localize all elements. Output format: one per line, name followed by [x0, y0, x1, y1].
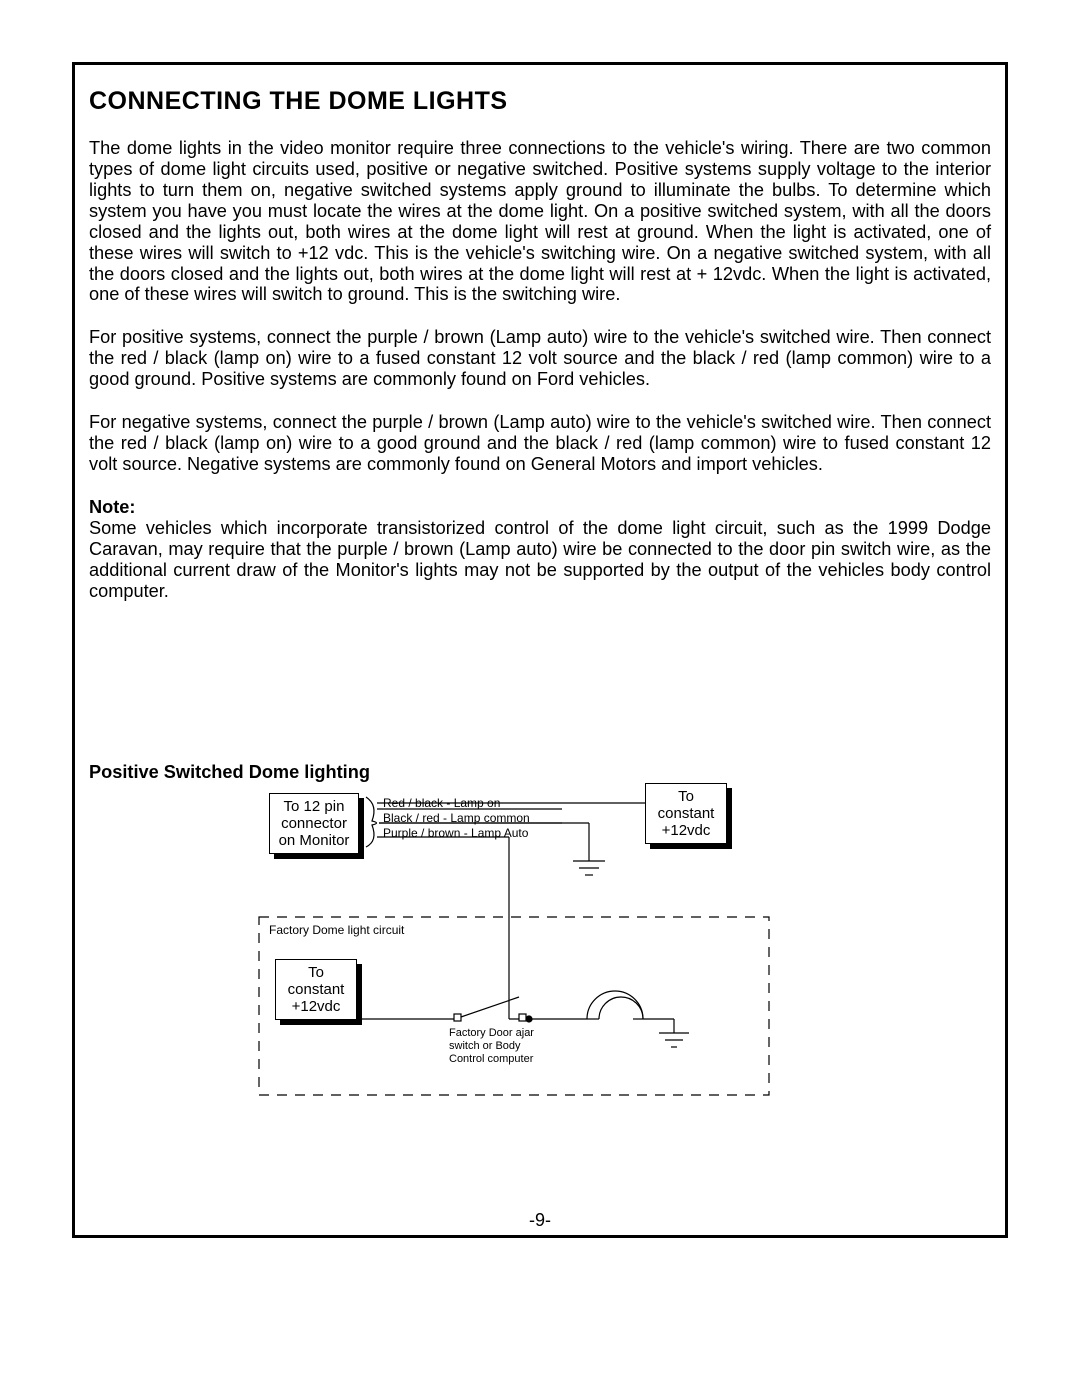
paragraph-2: For positive systems, connect the purple…	[89, 327, 991, 390]
note-block: Note: Some vehicles which incorporate tr…	[89, 497, 991, 602]
diagram-title: Positive Switched Dome lighting	[89, 762, 991, 783]
note-body: Some vehicles which incorporate transist…	[89, 518, 991, 601]
paragraph-3: For negative systems, connect the purple…	[89, 412, 991, 475]
note-label: Note:	[89, 497, 135, 517]
wiring-diagram: To 12 pinconnectoron Monitor Toconstant+…	[89, 789, 991, 1139]
schematic-svg	[89, 789, 999, 1109]
page-title: CONNECTING THE DOME LIGHTS	[89, 87, 991, 116]
page-frame: CONNECTING THE DOME LIGHTS The dome ligh…	[72, 62, 1008, 1238]
paragraph-1: The dome lights in the video monitor req…	[89, 138, 991, 305]
page-number: -9-	[0, 1210, 1080, 1231]
